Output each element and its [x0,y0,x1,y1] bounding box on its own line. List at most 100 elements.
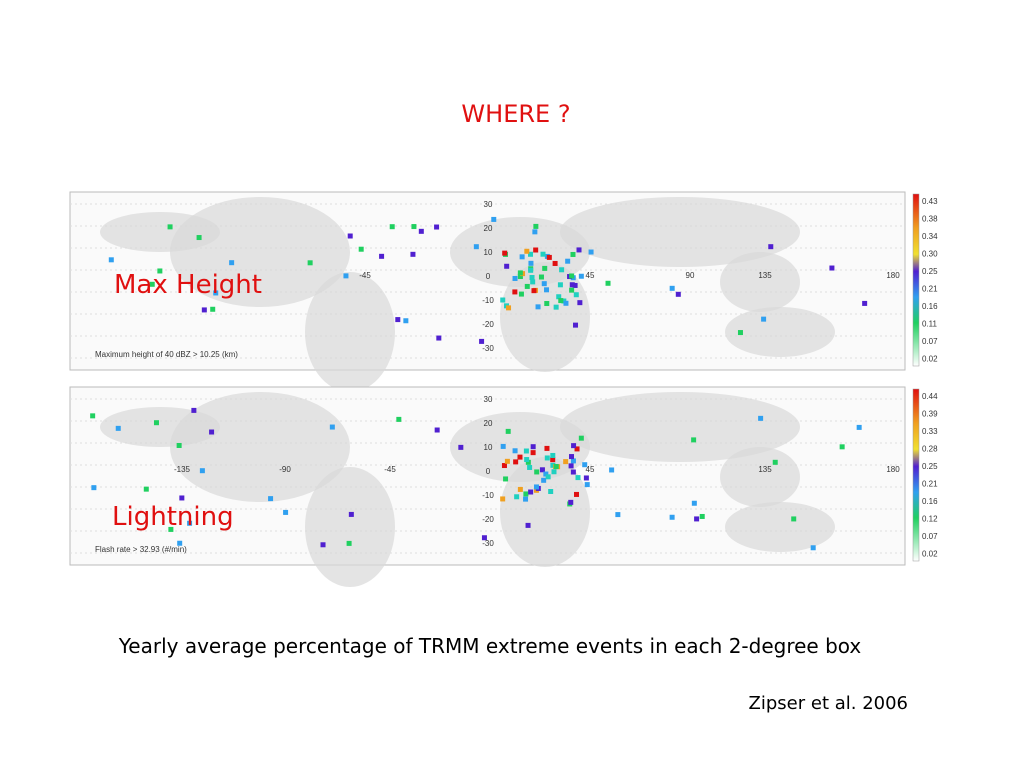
event-cell [530,444,536,450]
event-cell [544,455,550,461]
lat-label: -20 [482,320,494,329]
event-cell [550,462,556,468]
event-cell [525,459,531,465]
lat-label: -10 [482,491,494,500]
event-cell [418,228,424,234]
lat-label: 0 [486,272,491,281]
event-cell [669,514,675,520]
caption: Yearly average percentage of TRMM extrem… [118,634,862,658]
event-cell [531,288,537,294]
event-cell [535,304,541,310]
lon-label: -45 [359,271,371,280]
event-cell [458,444,464,450]
event-cell [176,442,182,448]
event-cell [534,469,540,475]
event-cell [583,475,589,481]
lat-label: 20 [484,419,493,428]
event-cell [571,443,577,449]
event-cell [862,300,868,306]
lat-label: 10 [484,443,493,452]
event-cell [157,268,163,274]
event-cell [268,496,274,502]
event-cell [538,274,544,280]
event-cell [839,444,845,450]
event-cell [213,290,219,296]
event-cell [168,526,174,532]
event-cell [544,445,550,451]
event-cell [574,446,580,452]
event-cell [556,294,562,300]
event-cell [605,280,611,286]
event-cell [167,224,173,230]
colorbar [912,388,920,562]
event-cell [153,420,159,426]
colorbar-label: 0.02 [922,355,938,364]
event-cell [403,318,409,324]
event-cell [177,540,183,546]
colorbar-label: 0.11 [922,320,938,329]
event-cell [588,249,594,255]
map-panel: 30 20 10 0 -10 -20 -30 -135 -90 -45 45 135 180 Flash … [69,386,938,587]
event-cell [500,496,506,502]
land [560,197,800,267]
event-cell [570,469,576,475]
event-cell [533,247,539,253]
lat-label: 10 [484,248,493,257]
land [100,212,220,252]
event-cell [578,273,584,279]
event-cell [563,300,569,306]
event-cell [533,223,539,229]
event-cell [675,291,681,297]
event-cell [791,516,797,522]
event-cell [512,275,518,281]
event-cell [481,535,487,541]
event-cell [179,495,185,501]
event-cell [691,500,697,506]
event-cell [209,429,215,435]
event-cell [553,304,559,310]
event-cell [512,448,518,454]
event-cell [491,216,497,222]
event-cell [856,424,862,430]
colorbar-label: 0.16 [922,302,938,311]
colorbar-label: 0.02 [922,550,938,559]
event-cell [479,338,485,344]
map-caption: Flash rate > 32.93 (#/min) [95,545,187,554]
event-cell [699,513,705,519]
event-cell [768,244,774,250]
event-cell [517,454,523,460]
event-cell [343,273,349,279]
event-cell [529,275,535,281]
event-cell [517,270,523,276]
event-cell [519,254,525,260]
land [720,252,800,312]
event-cell [544,301,550,307]
colorbar-label: 0.34 [922,232,938,241]
event-cell [502,250,508,256]
event-cell [199,468,205,474]
map-panel: 30 20 10 0 -10 -20 -30 -45 45 90 135 180 Maximum hei… [69,191,938,392]
event-cell [761,316,767,322]
event-cell [505,428,511,434]
event-cell [563,459,569,465]
event-cell [410,251,416,257]
lon-label: 180 [886,271,900,280]
event-cell [532,229,538,235]
event-cell [191,407,197,413]
event-cell [543,471,549,477]
event-cell [540,251,546,257]
panel-label: Lightning [112,502,234,532]
event-cell [307,260,313,266]
event-cell [500,297,506,303]
event-cell [584,482,590,488]
colorbar-label: 0.28 [922,445,938,454]
event-cell [548,488,554,494]
event-cell [691,437,697,443]
event-cell [434,427,440,433]
event-cell [346,540,352,546]
event-cell [504,458,510,464]
event-cell [512,289,518,295]
colorbar-label: 0.33 [922,427,938,436]
event-cell [577,300,583,306]
